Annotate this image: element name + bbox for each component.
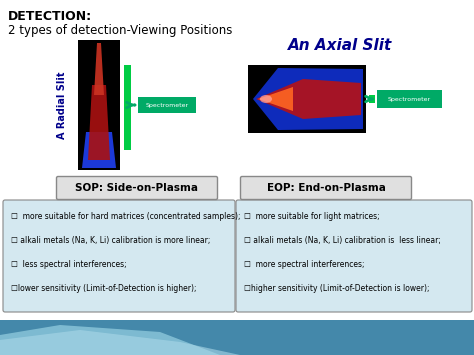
Text: ☐  more suitable for light matrices;: ☐ more suitable for light matrices; (244, 212, 380, 221)
Bar (0, 320, 474, 355)
Polygon shape (258, 87, 293, 111)
Text: Spectrometer: Spectrometer (146, 103, 189, 108)
Ellipse shape (260, 95, 272, 103)
Bar (369, 95, 375, 103)
Text: ☐ alkali metals (Na, K, Li) calibration is  less linear;: ☐ alkali metals (Na, K, Li) calibration … (244, 236, 441, 245)
Text: 2 types of detection-Viewing Positions: 2 types of detection-Viewing Positions (8, 24, 232, 37)
Text: ☐lower sensitivity (Limit-of-Detection is higher);: ☐lower sensitivity (Limit-of-Detection i… (11, 284, 197, 293)
FancyBboxPatch shape (56, 176, 218, 200)
Polygon shape (256, 79, 361, 119)
Polygon shape (0, 330, 240, 355)
Bar (124, 65, 131, 150)
Bar (377, 90, 442, 108)
Polygon shape (0, 325, 220, 355)
Polygon shape (88, 85, 110, 160)
Text: SOP: Side-on-Plasma: SOP: Side-on-Plasma (75, 183, 199, 193)
Polygon shape (253, 68, 363, 130)
Text: DETECTION:: DETECTION: (8, 10, 92, 23)
Text: ☐  more spectral interferences;: ☐ more spectral interferences; (244, 260, 365, 269)
Text: ☐higher sensitivity (Limit-of-Detection is lower);: ☐higher sensitivity (Limit-of-Detection … (244, 284, 429, 293)
Bar (248, 65, 366, 133)
Text: ☐  more suitable for hard matrices (concentrated samples);: ☐ more suitable for hard matrices (conce… (11, 212, 240, 221)
Text: ☐  less spectral interferences;: ☐ less spectral interferences; (11, 260, 127, 269)
Text: A Radial Slit: A Radial Slit (57, 71, 67, 139)
FancyBboxPatch shape (236, 200, 472, 312)
Bar (138, 97, 196, 113)
Polygon shape (82, 132, 116, 168)
Text: ☐ alkali metals (Na, K, Li) calibration is more linear;: ☐ alkali metals (Na, K, Li) calibration … (11, 236, 210, 245)
Text: Spectrometer: Spectrometer (387, 97, 430, 102)
Bar (78, 40, 120, 170)
Polygon shape (94, 43, 104, 95)
Text: An Axial Slit: An Axial Slit (288, 38, 392, 53)
FancyBboxPatch shape (3, 200, 235, 312)
FancyBboxPatch shape (240, 176, 411, 200)
Text: EOP: End-on-Plasma: EOP: End-on-Plasma (266, 183, 385, 193)
